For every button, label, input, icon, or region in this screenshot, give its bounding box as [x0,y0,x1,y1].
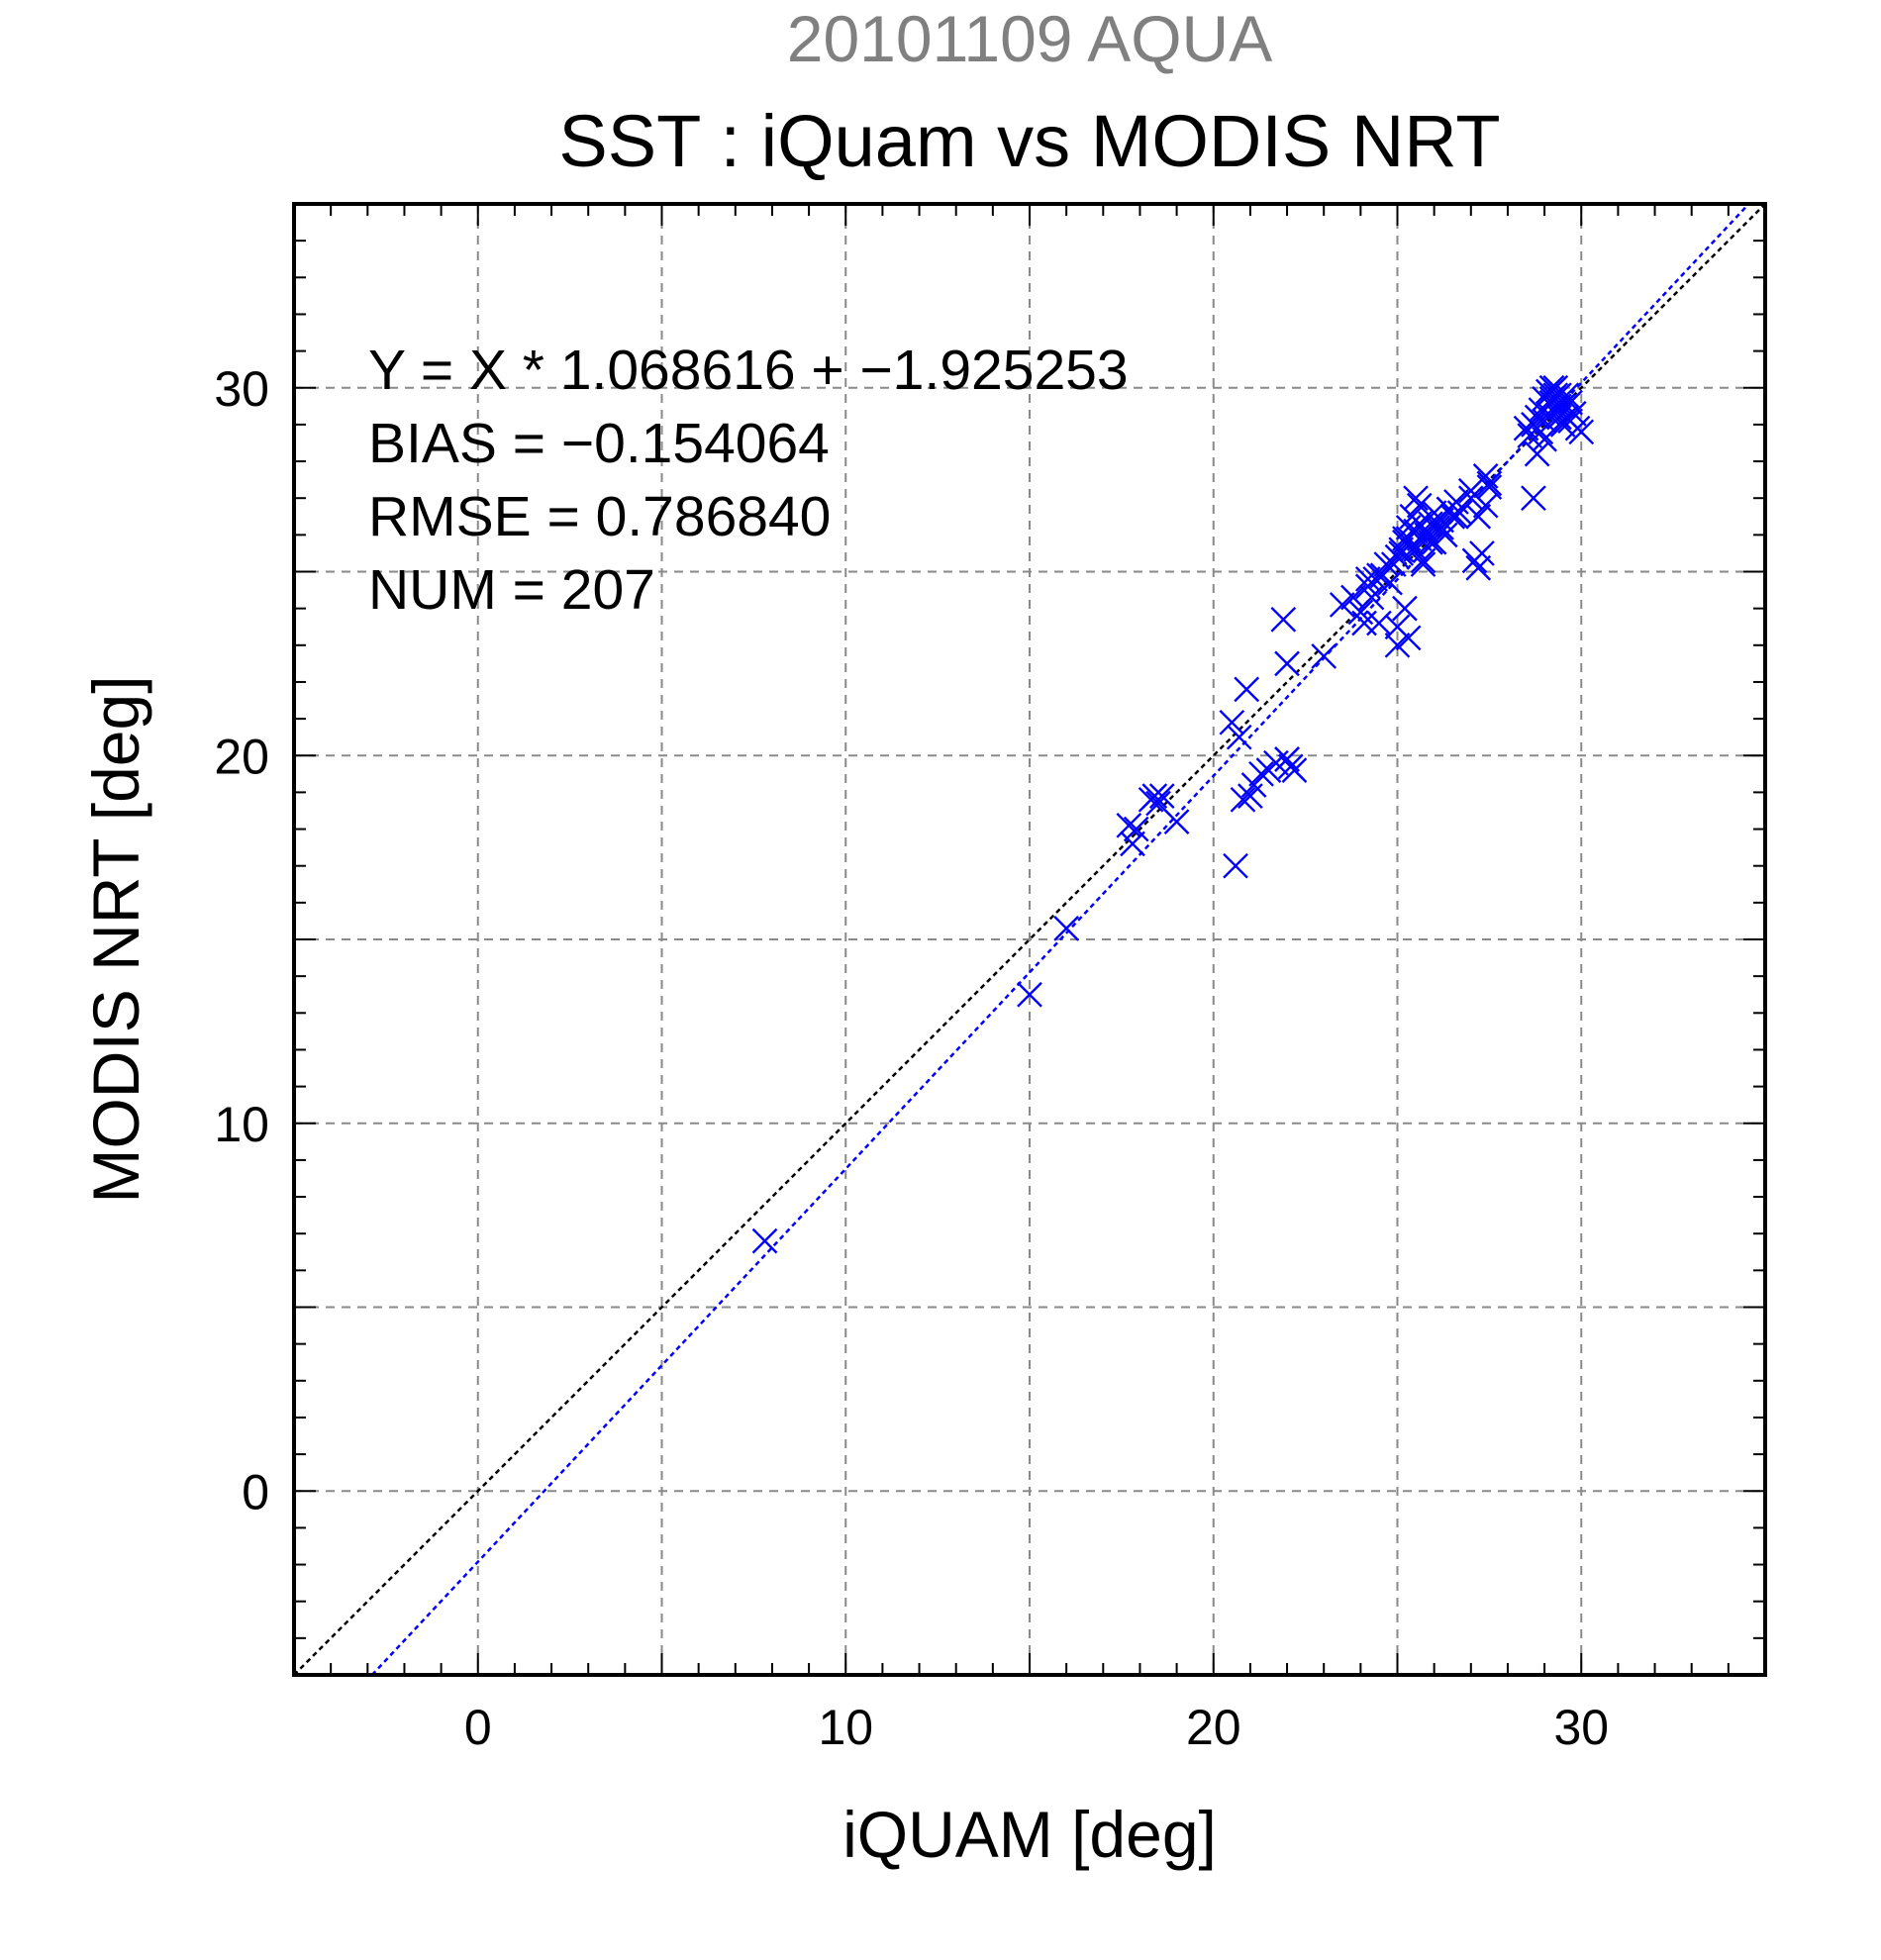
data-point [1230,786,1256,813]
stat-num: NUM = 207 [368,558,655,622]
data-point [1120,831,1145,857]
y-tick-label: 20 [214,729,269,784]
data-point [1388,537,1415,563]
data-points [751,374,1595,1254]
data-point [1274,650,1300,677]
data-point [1377,569,1403,596]
data-point [1116,812,1142,838]
data-point [1226,724,1252,750]
tick-labels: 0 10 20 30 0 10 20 30 [214,361,1609,1755]
data-point [1421,500,1447,526]
data-point [1384,632,1411,658]
data-point [751,1227,778,1254]
data-point [1395,625,1422,651]
chart-supertitle: 20101109 AQUA [787,2,1273,75]
data-point [1472,463,1499,489]
data-point [1248,760,1274,787]
data-point [1538,374,1565,401]
data-point [1274,746,1300,772]
data-point [1123,816,1149,842]
data-point [1410,547,1436,574]
x-axis-label: iQUAM [deg] [842,1798,1217,1871]
data-point [1476,470,1503,497]
data-point [1141,783,1168,809]
data-point [1443,503,1469,530]
stat-fit-equation: Y = X * 1.068616 + −1.925253 [368,339,1129,402]
data-point [1542,382,1569,409]
data-point [1053,916,1079,941]
data-point [1329,592,1355,618]
data-point [1568,419,1595,445]
data-point [1163,809,1190,834]
data-point [1469,540,1495,566]
data-point [1406,492,1433,519]
reference-lines [293,203,1766,1676]
data-point [1414,518,1440,544]
fit-line [370,203,1750,1676]
chart-title: SST : iQuam vs MODIS NRT [558,100,1500,182]
x-tick-label: 0 [464,1700,492,1755]
x-tick-label: 20 [1186,1700,1241,1755]
data-point [1223,852,1248,879]
data-point [1521,485,1546,512]
regression-stats: Y = X * 1.068616 + −1.925253 BIAS = −0.1… [368,339,1129,622]
y-tick-label: 10 [214,1097,269,1152]
data-point [1421,529,1447,555]
data-point [1311,643,1337,669]
data-point [1281,757,1308,783]
data-point [1366,562,1392,589]
y-axis-label: MODIS NRT [deg] [79,675,152,1203]
data-point [1457,485,1484,512]
data-point [1270,606,1297,633]
y-tick-label: 30 [214,361,269,417]
data-point [1465,503,1492,530]
data-point [1340,584,1366,611]
x-tick-label: 10 [818,1700,873,1755]
data-point [1410,551,1436,577]
x-tick-label: 30 [1553,1700,1609,1755]
data-point [1465,554,1492,581]
data-point [1403,485,1429,512]
data-point [1148,783,1175,809]
stat-rmse: RMSE = 0.786840 [368,485,831,548]
stat-bias: BIAS = −0.154064 [368,412,830,475]
data-point [1524,441,1550,467]
data-point [1380,551,1407,577]
data-point [1392,595,1418,622]
plot-frame [292,202,1767,1677]
data-point [1429,515,1454,540]
data-point [1234,676,1260,703]
grid-lines [294,204,1765,1675]
data-point [1017,981,1042,1008]
data-point [1532,426,1557,452]
y-tick-label: 0 [242,1464,269,1519]
data-point [1395,526,1422,551]
data-point [1219,709,1245,735]
